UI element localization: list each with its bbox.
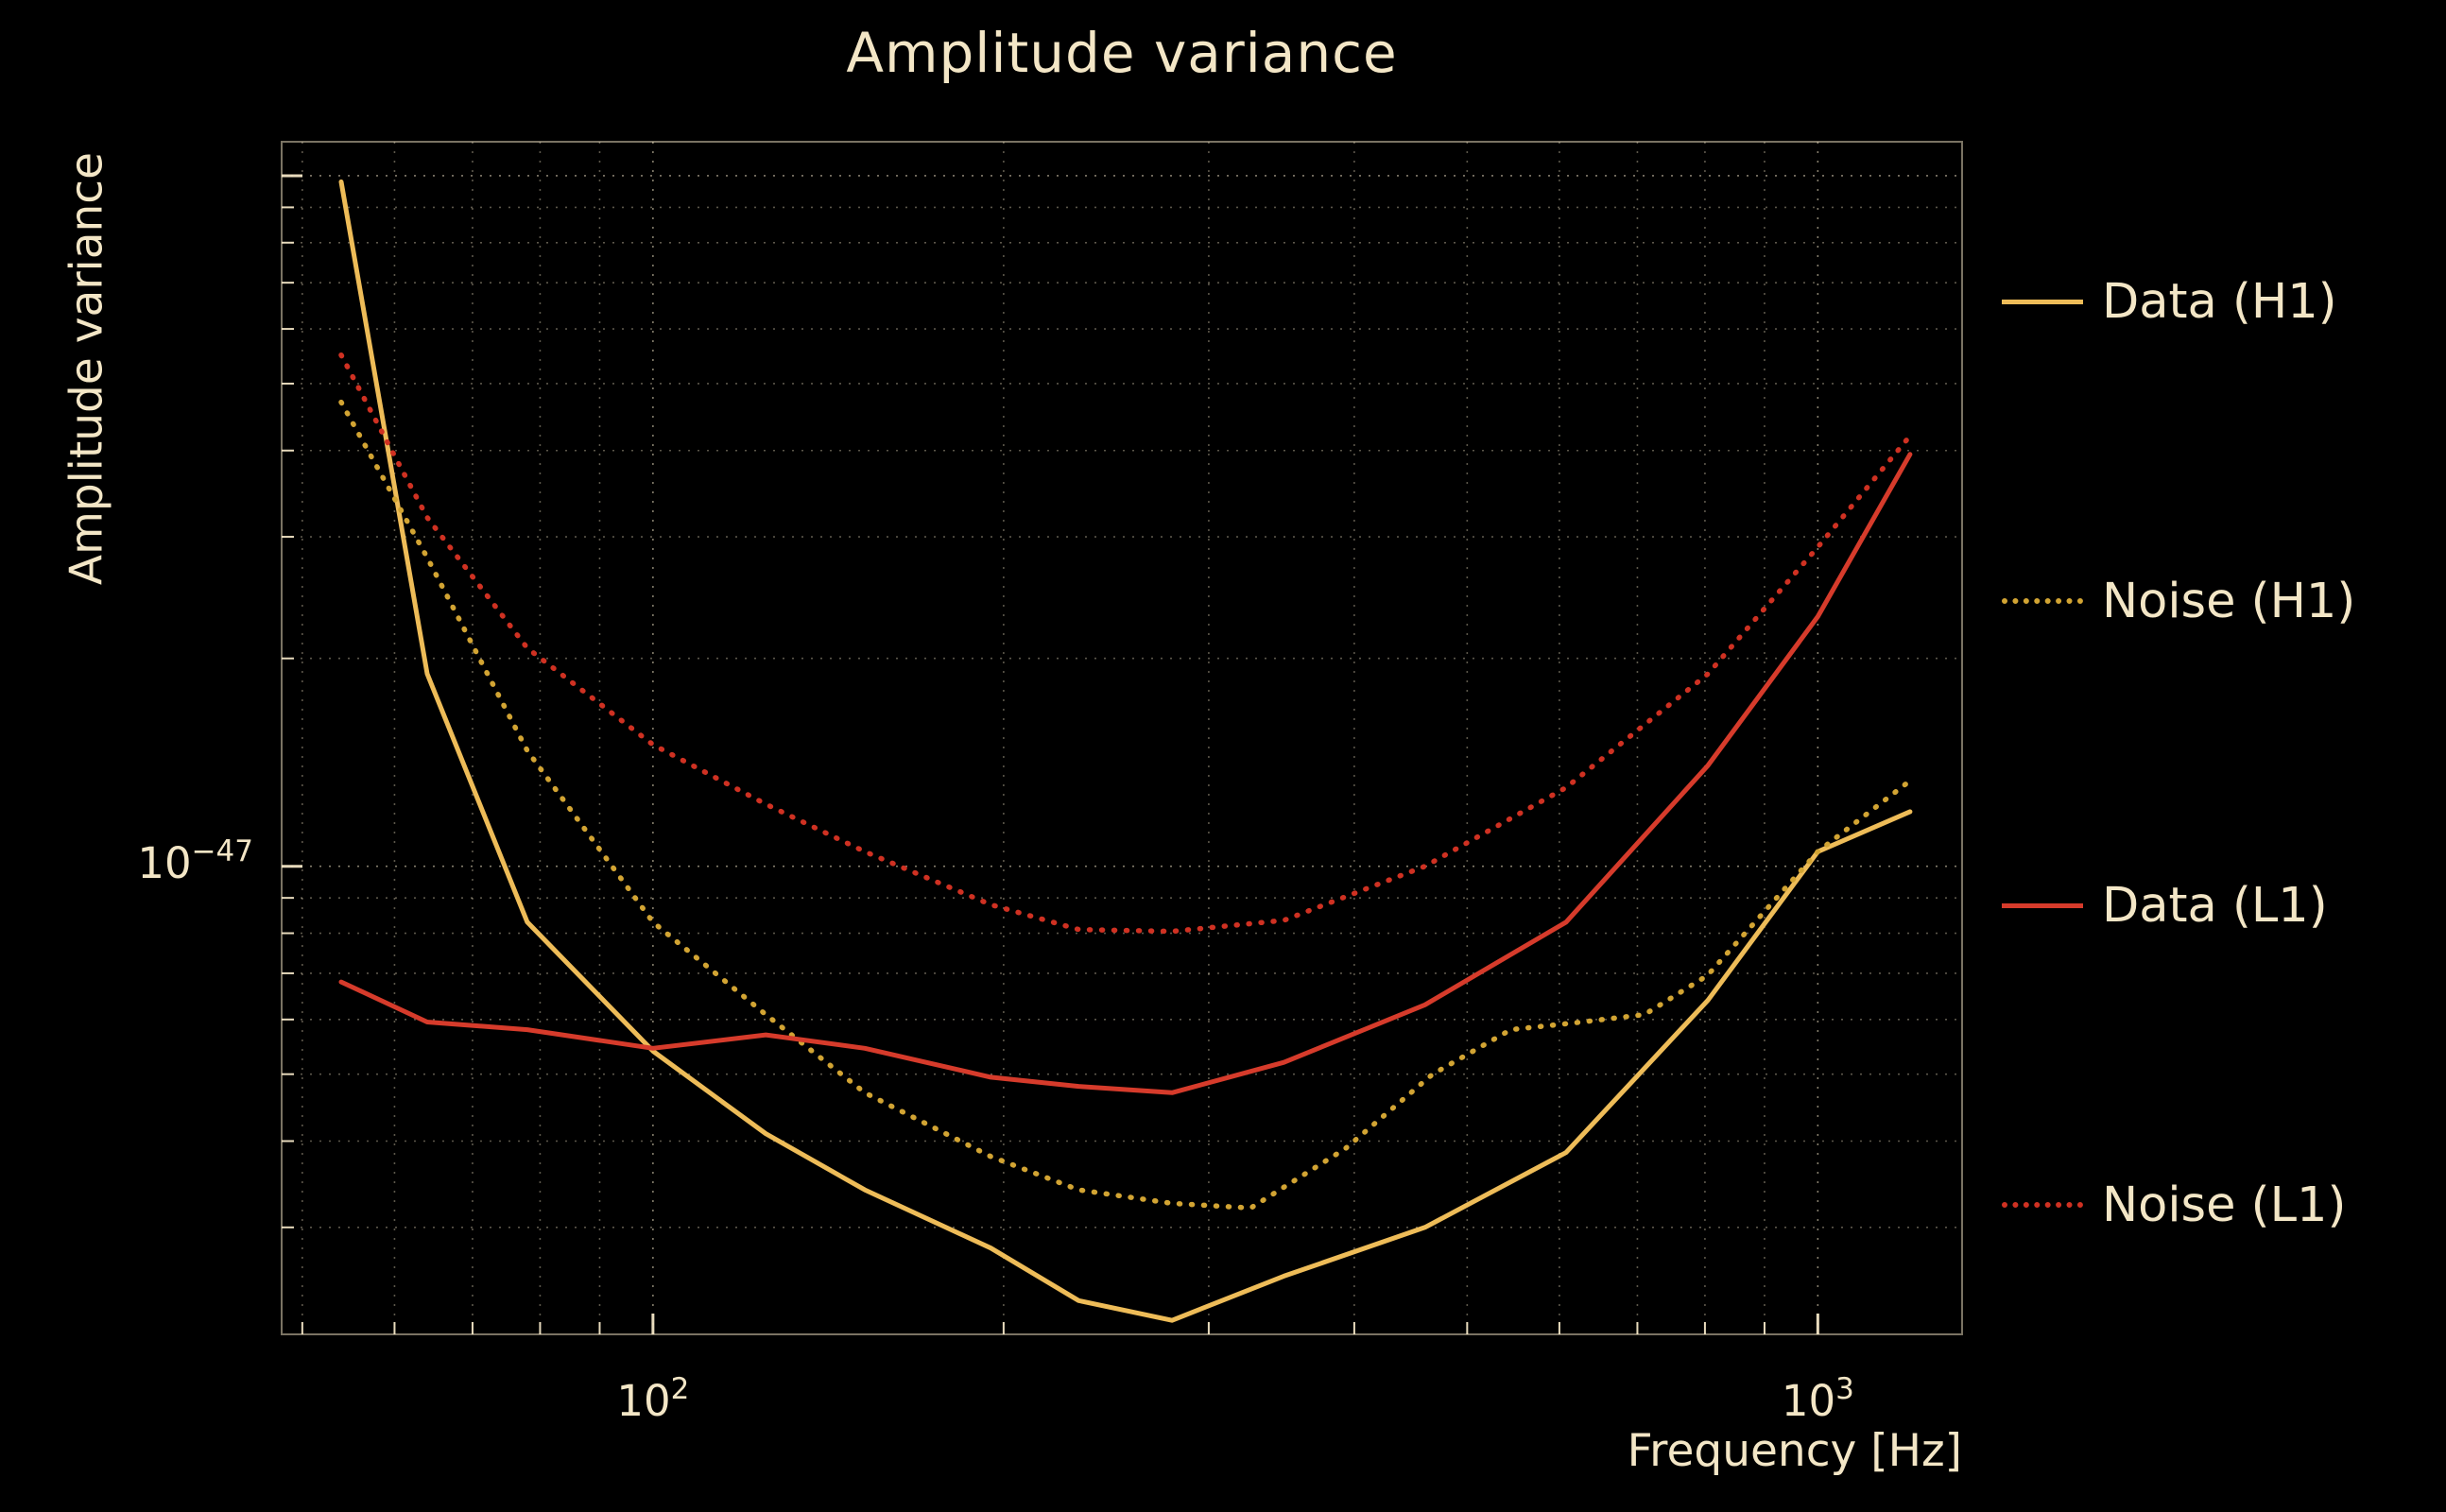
x-tick-1000-exponent: 3 [1835,1372,1854,1406]
legend-label-data-h1: Data (H1) [2102,273,2337,330]
legend: Data (H1) Noise (H1) Data (L1) Noise (L1… [2002,0,2446,1512]
y-axis-label: Amplitude variance [60,151,113,586]
x-tick-100-exponent: 2 [670,1372,690,1406]
legend-label-noise-l1: Noise (L1) [2102,1177,2347,1233]
legend-item-noise-l1: Noise (L1) [2002,1172,2346,1238]
series-line-noise-l1- [338,352,1913,935]
x-tick-1000-base: 10 [1781,1376,1836,1426]
legend-line-sample-noise-h1 [2002,598,2083,604]
y-tick-1e-47: 10−47 [137,834,253,888]
legend-label-noise-h1: Noise (H1) [2102,573,2356,629]
series-line-data-l1- [338,452,1913,1095]
series-line-data-h1- [338,179,1913,1323]
legend-item-noise-h1: Noise (H1) [2002,568,2355,634]
legend-line-sample-noise-l1 [2002,1202,2083,1208]
chart-title: Amplitude variance [846,21,1398,85]
y-tick-base: 10 [137,837,192,888]
x-tick-100: 102 [616,1372,689,1426]
legend-item-data-h1: Data (H1) [2002,268,2337,335]
x-tick-100-base: 10 [616,1376,671,1426]
x-tick-1000: 103 [1782,1372,1854,1426]
legend-item-data-l1: Data (L1) [2002,872,2328,938]
x-axis-label: Frequency [Hz] [1627,1425,1962,1477]
legend-label-data-l1: Data (L1) [2102,877,2328,934]
plot-frame [281,141,1963,1335]
y-tick-exponent: −47 [191,833,253,868]
legend-line-sample-data-l1 [2002,902,2083,908]
legend-line-sample-data-h1 [2002,299,2083,304]
